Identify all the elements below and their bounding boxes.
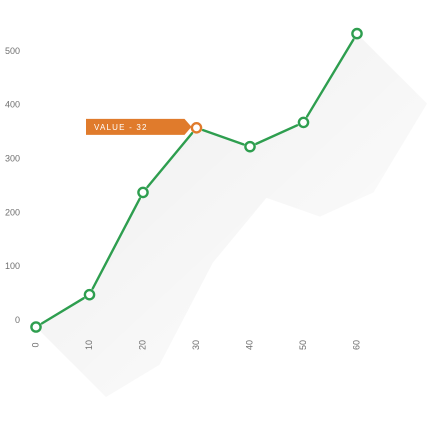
- x-tick-label: 0: [30, 342, 40, 347]
- data-point: [30, 321, 42, 333]
- data-point: [297, 116, 310, 129]
- x-tick-label: 10: [84, 340, 94, 350]
- line-segment: [146, 132, 194, 189]
- y-tick-label: 0: [15, 315, 20, 325]
- y-tick-label: 300: [5, 154, 20, 164]
- tooltip-box: [86, 118, 192, 135]
- line-segment: [91, 197, 141, 290]
- x-axis-ticks: 0 10 20 30 40 50 60: [30, 340, 361, 350]
- line-shadow: [36, 33, 427, 397]
- line-shadow-area: [36, 33, 427, 397]
- tooltip-label: VALUE - 32: [94, 123, 148, 132]
- x-tick-label: 60: [351, 340, 361, 350]
- data-point: [83, 288, 96, 301]
- line-segment: [305, 38, 355, 118]
- y-tick-label: 200: [5, 207, 20, 217]
- y-tick-label: 400: [5, 100, 20, 110]
- series-line: [40, 38, 355, 325]
- value-tooltip: VALUE - 32: [86, 118, 192, 135]
- y-axis-ticks: 0 100 200 300 400 500 600: [5, 0, 20, 325]
- data-point: [190, 122, 203, 134]
- y-tick-label: 500: [5, 46, 20, 56]
- data-point: [351, 27, 363, 40]
- data-points: [30, 27, 363, 333]
- y-tick-label: 600: [5, 0, 20, 2]
- x-tick-label: 30: [191, 340, 201, 350]
- data-point: [137, 186, 149, 199]
- x-tick-label: 50: [298, 340, 308, 350]
- line-segment: [201, 128, 245, 146]
- line-segment: [40, 297, 85, 325]
- line-segment: [255, 124, 299, 145]
- data-point: [244, 140, 256, 153]
- x-tick-label: 20: [137, 340, 147, 350]
- y-tick-label: 100: [5, 261, 20, 271]
- x-tick-label: 40: [244, 340, 254, 350]
